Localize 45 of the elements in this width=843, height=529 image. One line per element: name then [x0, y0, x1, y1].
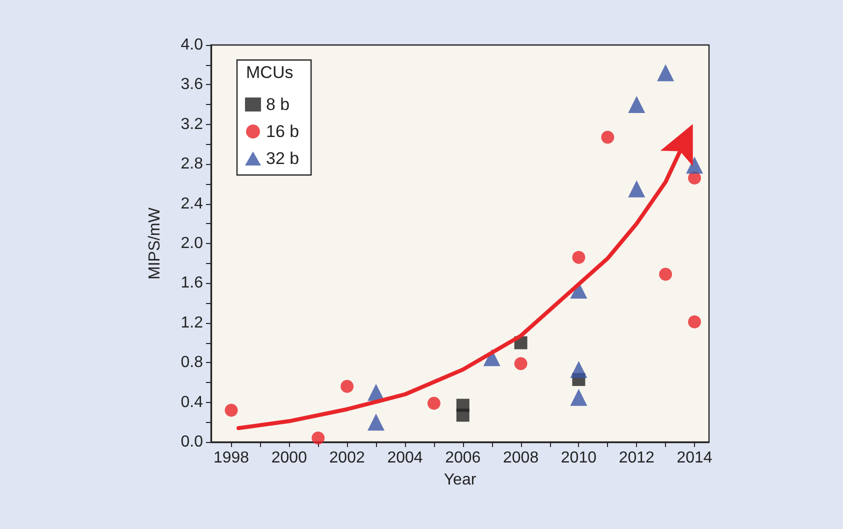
x-axis-title: Year — [444, 472, 477, 488]
point — [570, 388, 588, 406]
point — [688, 172, 702, 184]
x-tick-label: 2008 — [503, 450, 539, 466]
y-tick-label: 3.2 — [180, 116, 204, 133]
point — [514, 357, 528, 370]
point — [456, 408, 470, 422]
point — [688, 315, 702, 328]
y-tick-label: 2.4 — [180, 195, 204, 212]
point — [572, 250, 586, 264]
point — [686, 156, 704, 174]
point — [224, 404, 238, 417]
point — [601, 130, 614, 144]
x-tick-label: 1998 — [213, 450, 250, 466]
x-tick-label: 2014 — [676, 450, 712, 466]
point — [657, 64, 674, 82]
point — [340, 380, 354, 393]
y-tick-label: 0.4 — [180, 394, 204, 411]
y-tick-label: 0.8 — [180, 354, 204, 372]
y-tick-label: 0.0 — [180, 434, 204, 450]
x-tick-label: 2006 — [445, 450, 481, 466]
point — [570, 361, 588, 378]
y-tick-label: 2.8 — [180, 156, 204, 173]
x-tick-label: 2004 — [387, 450, 423, 466]
x-tick-label: 2010 — [560, 450, 597, 466]
y-tick-label: 1.6 — [180, 274, 204, 292]
point — [312, 432, 325, 445]
point — [427, 396, 440, 410]
x-tick-label: 2000 — [271, 450, 308, 466]
legend-label: 8 b — [266, 95, 290, 114]
point — [628, 180, 646, 198]
line-series — [236, 149, 682, 430]
legend-title: MCUs — [246, 63, 294, 82]
y-tick-label: 2.0 — [180, 235, 204, 252]
y-axis-title: MIPS/mW — [146, 206, 164, 280]
point — [628, 96, 646, 114]
legend-label: 32 b — [266, 149, 300, 168]
legend-label: 16 b — [266, 122, 300, 141]
y-tick-label: 3.6 — [180, 76, 204, 94]
x-tick-label: 2012 — [618, 450, 655, 466]
y-tick-label: 4.0 — [180, 36, 204, 54]
y-tick-label: 1.2 — [180, 314, 204, 332]
x-tick-label: 2002 — [329, 450, 365, 466]
point — [659, 268, 672, 281]
point — [368, 414, 385, 431]
